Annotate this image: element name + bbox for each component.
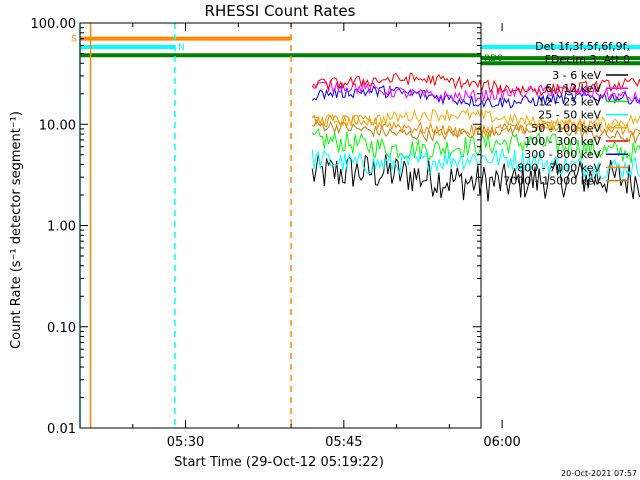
legend-header-line: FDecim 3, Att 0 (545, 53, 630, 66)
legend-entry-label: 7000 - 15000 keV (503, 175, 601, 188)
series-layer (311, 72, 640, 202)
band-label-5: RD0 (484, 54, 503, 64)
legend-header-line: Det 1f,3f,5f,6f,9f, (535, 40, 630, 53)
legend-entry-label: 800 - 7000 keV (517, 161, 601, 174)
legend: Det 1f,3f,5f,6f,9f,FDecim 3, Att 0 3 - 6 … (503, 40, 630, 188)
y-tick-label: 0.10 (47, 321, 76, 336)
legend-entry-label: 50 - 100 keV (531, 122, 601, 135)
series-line-8 (312, 118, 640, 146)
band-label-1: N (178, 43, 185, 53)
y-axis: 0.01 0.10 1.00 10.00 100.00 (31, 17, 481, 437)
x-axis-label: Start Time (29-Oct-12 05:19:22) (174, 455, 384, 470)
series-line-0 (311, 154, 640, 202)
series-line-7 (311, 114, 640, 139)
series-line-5 (311, 72, 640, 97)
x-tick-label: 05:45 (325, 435, 362, 450)
series-line-6 (311, 85, 640, 109)
bands-layer: SNRD6RD0 (71, 35, 640, 66)
x-tick-label: 05:30 (167, 435, 204, 450)
series-line-4 (312, 108, 640, 133)
chart-title: RHESSI Count Rates (205, 2, 356, 20)
footer-timestamp: 20-Oct-2021 07:57 (561, 469, 637, 478)
legend-entry-label: 100 - 300 keV (524, 135, 601, 148)
y-tick-label: 0.01 (47, 422, 76, 437)
legend-entry-label: 6 - 12 keV (545, 82, 601, 95)
legend-entry-label: 3 - 6 keV (552, 69, 601, 82)
y-tick-label: 1.00 (47, 220, 76, 235)
x-tick-label: 06:00 (483, 435, 520, 450)
plot-frame (79, 22, 482, 429)
legend-entry-label: 25 - 50 keV (538, 109, 601, 122)
band-label-0: S (71, 35, 77, 45)
legend-entry-label: 300 - 800 keV (524, 148, 601, 161)
y-axis-label: Count Rate (s⁻¹ detector segment⁻¹) (9, 111, 24, 349)
y-tick-label: 100.00 (31, 17, 77, 32)
legend-entry-label: 12 - 25 keV (538, 95, 601, 108)
series-line-3 (311, 148, 640, 180)
y-tick-label: 10.00 (39, 118, 76, 133)
series-line-1 (311, 79, 640, 105)
